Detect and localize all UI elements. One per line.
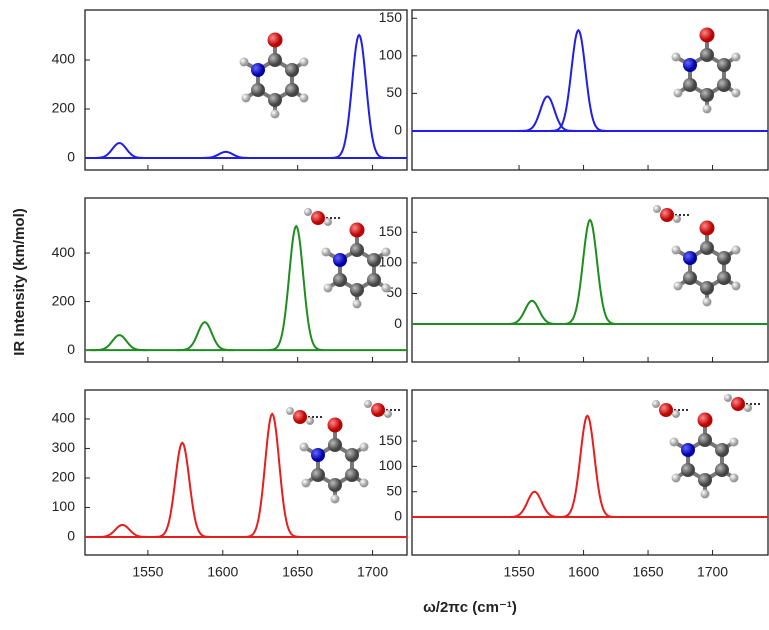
chart: IR Intensity (km/mol) ω/2πc (cm⁻¹) 0 200 4…	[0, 0, 769, 625]
y-tick-label: 200	[52, 100, 76, 116]
peak	[91, 335, 147, 350]
plot-frame	[85, 198, 407, 362]
peak	[550, 30, 606, 131]
peak	[244, 414, 300, 537]
peak	[91, 143, 147, 158]
y-tick-label: 150	[379, 432, 403, 448]
y-tick-label: 150	[379, 223, 403, 239]
plot-frame	[412, 198, 768, 362]
y-tick-label: 50	[386, 482, 402, 498]
x-tick-label: 1650	[632, 564, 663, 580]
y-tick-label: 0	[394, 315, 402, 331]
peak	[154, 443, 210, 537]
peak	[94, 525, 150, 537]
panel: 0 100 200 300 400 1550 1600 1650 1700	[52, 390, 407, 580]
peak	[177, 322, 233, 350]
y-tick-label: 0	[67, 149, 75, 165]
x-tick-label: 1600	[568, 564, 599, 580]
y-tick-label: 150	[379, 9, 403, 25]
y-tick-label: 100	[52, 498, 76, 514]
x-tick-label: 1600	[207, 564, 238, 580]
peak	[559, 416, 615, 517]
peak	[268, 226, 324, 350]
peak	[504, 301, 560, 324]
y-tick-label: 400	[52, 51, 76, 67]
plot-frame	[85, 390, 407, 555]
y-tick-label: 0	[394, 122, 402, 138]
y-tick-label: 100	[379, 457, 403, 473]
x-tick-label: 1550	[503, 564, 534, 580]
y-tick-label: 100	[379, 47, 403, 63]
y-tick-label: 200	[52, 292, 76, 308]
y-tick-label: 400	[52, 244, 76, 260]
y-tick-label: 400	[52, 410, 76, 426]
x-tick-label: 1700	[697, 564, 728, 580]
y-tick-label: 50	[386, 84, 402, 100]
y-axis-label: IR Intensity (km/mol)	[11, 208, 28, 356]
peak	[507, 492, 563, 517]
y-tick-label: 200	[52, 469, 76, 485]
y-tick-label: 300	[52, 439, 76, 455]
x-tick-label: 1700	[357, 564, 388, 580]
y-tick-label: 0	[67, 341, 75, 357]
x-tick-label: 1550	[132, 564, 163, 580]
y-tick-label: 0	[67, 528, 75, 544]
panel: 0 200 400	[52, 10, 407, 170]
x-tick-label: 1650	[282, 564, 313, 580]
x-axis-label: ω/2πc (cm⁻¹)	[423, 599, 517, 616]
molecules	[240, 28, 761, 504]
y-tick-label: 0	[394, 508, 402, 524]
panel: 0 200 400	[52, 198, 407, 362]
peak	[562, 220, 618, 324]
